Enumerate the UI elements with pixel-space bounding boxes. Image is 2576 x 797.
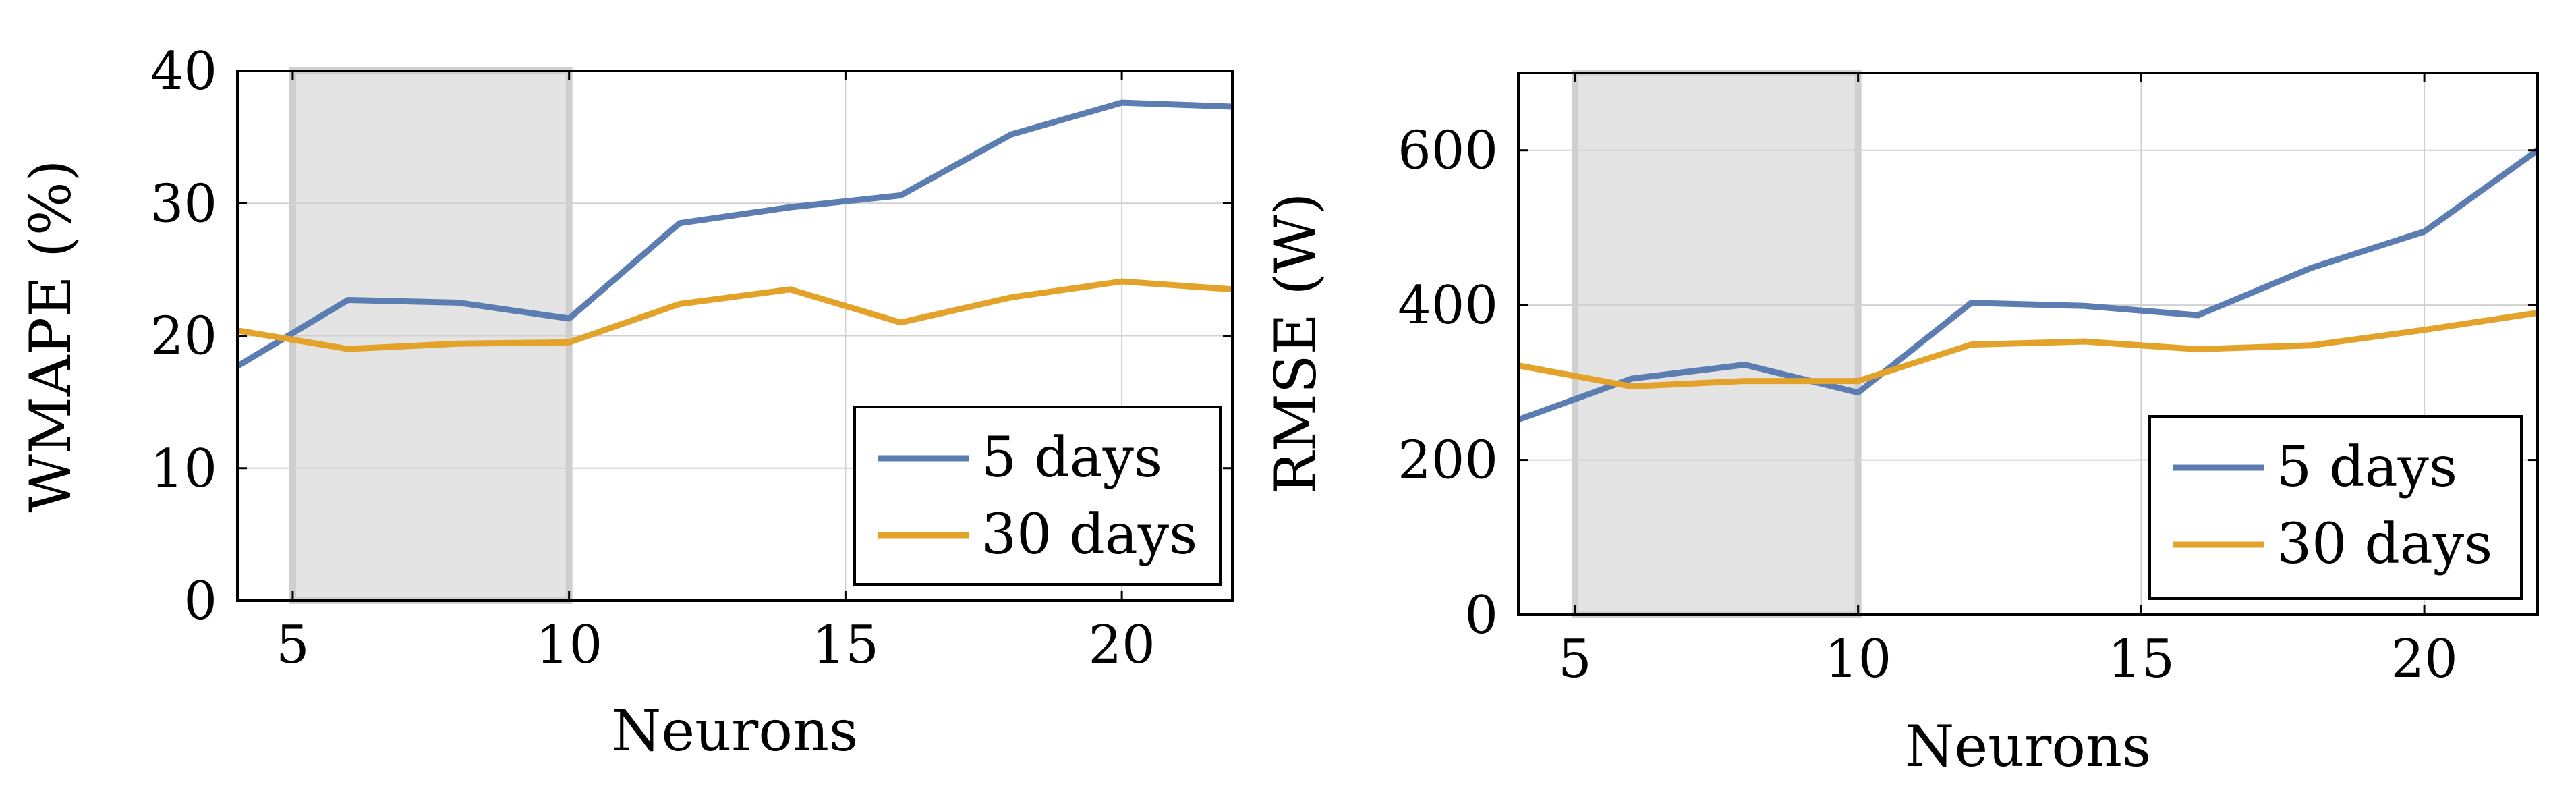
series-line-5-days xyxy=(237,99,1232,369)
series-line-5-days xyxy=(1518,148,2538,423)
series-line-30-days xyxy=(1518,310,2538,390)
plot-frame xyxy=(1517,72,2539,616)
legend-label-5-days: 5 days xyxy=(981,426,1162,490)
y-axis-label: WMAPE (%) xyxy=(18,160,84,513)
x-tick-label: 5 xyxy=(276,615,310,676)
legend: 5 days 30 days xyxy=(2148,415,2523,600)
legend-label-5-days: 5 days xyxy=(2277,435,2457,499)
chart-panel-1: 5 10 15 20 0 10 20 30 40 Neurons WMAPE (%) 5 days 30… xyxy=(18,41,1234,764)
y-tick-label: 20 xyxy=(150,306,217,367)
legend-label-30-days: 30 days xyxy=(2277,512,2492,576)
x-tick-label: 5 xyxy=(1558,629,1592,690)
x-tick-label: 20 xyxy=(1088,615,1155,676)
y-tick-label: 30 xyxy=(150,173,217,234)
shaded-region xyxy=(1571,70,1862,618)
x-tick-label: 10 xyxy=(536,615,602,676)
x-tick-label: 15 xyxy=(812,615,879,676)
x-axis-label: Neurons xyxy=(1905,713,2151,779)
y-axis-label: RMSE (W) xyxy=(1263,193,1329,495)
series-line-30-days xyxy=(237,278,1232,352)
legend-label-30-days: 30 days xyxy=(981,503,1197,567)
legend-box xyxy=(2148,415,2523,600)
y-tick-label: 0 xyxy=(183,571,217,632)
x-tick-label: 10 xyxy=(1825,629,1891,690)
legend-box xyxy=(853,406,1222,586)
y-tick-label: 40 xyxy=(150,41,217,102)
plot-frame xyxy=(236,70,1234,602)
x-axis-label: Neurons xyxy=(612,698,858,764)
y-tick-label: 600 xyxy=(1398,121,1498,182)
x-tick-label: 15 xyxy=(2108,629,2175,690)
y-tick-label: 400 xyxy=(1398,275,1498,336)
y-tick-label: 10 xyxy=(150,439,217,499)
y-tick-label: 200 xyxy=(1398,431,1498,491)
legend: 5 days 30 days xyxy=(853,406,1222,586)
y-tick-label: 0 xyxy=(1464,585,1498,646)
x-tick-label: 20 xyxy=(2391,629,2457,690)
